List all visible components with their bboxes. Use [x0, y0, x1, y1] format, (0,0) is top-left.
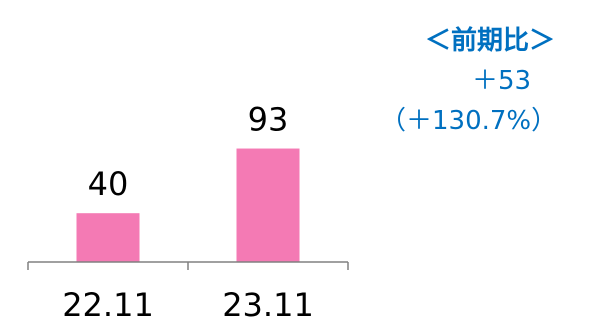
category-label: 22.11 [62, 286, 154, 324]
bar-22.11 [76, 213, 140, 262]
value-label: 93 [248, 101, 289, 139]
category-label: 23.11 [222, 286, 314, 324]
bar-23.11 [236, 148, 300, 262]
comparison-percent: （＋130.7%） [380, 106, 558, 136]
comparison-heading: ＜前期比＞ [425, 26, 556, 56]
value-label: 40 [88, 165, 129, 203]
comparison-difference: ＋53 [472, 66, 532, 96]
